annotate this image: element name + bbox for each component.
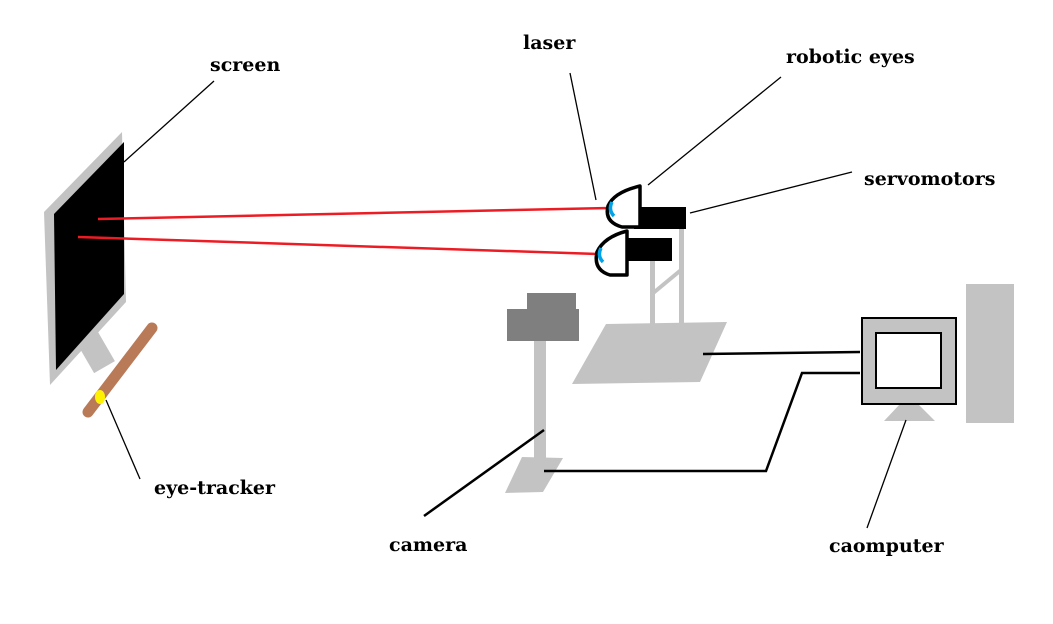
cable-eyes-to-computer [702,350,861,356]
camera-base [505,457,563,493]
laser-beam-lower [77,235,599,256]
computer-monitor-stand [884,404,935,421]
servomotors [622,207,686,261]
cables [544,350,861,473]
label-computer: caomputer [829,535,944,557]
robotic-eye-icon [605,184,642,229]
camera [505,293,579,493]
label-camera: camera [389,534,468,556]
computer-icon [861,284,1014,423]
eye-tracker [82,322,158,418]
cable-camera-to-computer [544,371,860,473]
mount-platform [572,322,727,384]
computer-tower [966,284,1014,423]
leader-screen [123,80,215,163]
label-servomotors: servomotors [864,168,996,190]
computer-monitor-screen [875,332,942,389]
label-laser: laser [523,32,576,54]
computer [861,284,1014,423]
robotic-eyes [594,184,642,277]
monitor-panel [54,142,124,370]
leader-laser [569,72,597,201]
laser-beams [77,206,610,256]
leader-robotic-eyes [647,76,782,186]
tracker-sensor [95,390,105,404]
label-screen: screen [210,54,281,76]
leader-lines [105,72,907,529]
leader-eye-tracker [105,399,141,480]
laser-beam-upper [97,206,610,221]
leader-servomotors [689,171,853,214]
servomotor-icon [622,238,672,261]
label-robotic-eyes: robotic eyes [786,46,915,68]
screen-monitor [44,132,126,385]
camera-pole [534,340,546,470]
label-eye-tracker: eye-tracker [154,477,276,499]
robotic-eye-icon [594,229,629,277]
mount-brace [650,268,683,296]
camera-icon [507,293,579,341]
leader-camera [423,428,545,518]
eye-mount [572,228,727,384]
mount-post-right [679,228,684,326]
leader-computer [866,419,907,529]
monitor-icon [44,132,126,385]
servomotor-icon [634,207,686,229]
